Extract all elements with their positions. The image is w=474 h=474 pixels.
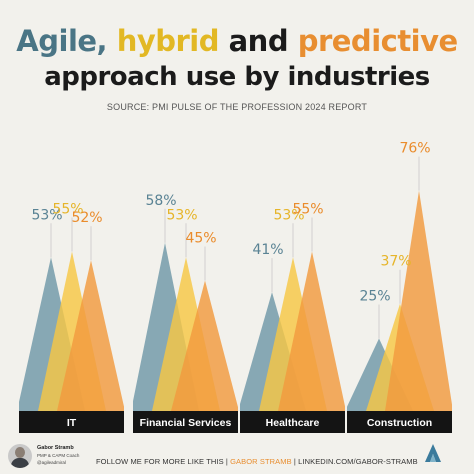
title-hybrid: hybrid [116, 24, 220, 58]
data-label: 53% [166, 207, 197, 223]
category-label: Financial Services [140, 417, 232, 429]
follow-line: FOLLOW ME FOR MORE LIKE THIS | GABOR STR… [96, 457, 418, 466]
category-band [133, 411, 238, 433]
data-label: 53% [273, 207, 304, 223]
group-shapes [240, 217, 345, 411]
data-label: 53% [31, 207, 62, 223]
author-role: PMP & CAPM Coach [37, 453, 80, 458]
data-label: 25% [359, 289, 390, 305]
category-band [19, 411, 124, 433]
category-band [347, 411, 452, 433]
title-predictive: predictive [297, 24, 459, 58]
page-title: Agile, hybrid and predictive [0, 24, 474, 58]
data-label: 58% [145, 193, 176, 209]
follow-text: FOLLOW ME FOR MORE LIKE THIS | [96, 457, 231, 466]
author-name: Gabor Stramb [37, 445, 74, 451]
category-group: 53%55%52% IT [19, 202, 124, 433]
footer: Gabor Stramb PMP & CAPM Coach @agileadmi… [0, 438, 474, 474]
category-group: 41% 53%55% Healthcare [240, 202, 345, 433]
category-label: Healthcare [266, 417, 320, 429]
category-group: 58%53% 45% Financial Services [133, 193, 238, 433]
group-shapes [19, 217, 124, 411]
data-label: 55% [292, 202, 323, 218]
page-title-line2: approach use by industries [44, 62, 430, 92]
category-label: Construction [367, 417, 432, 429]
data-label: 41% [252, 242, 283, 258]
triangle-mark-predictive [171, 280, 238, 411]
data-label: 76% [399, 141, 430, 157]
group-shapes [133, 208, 238, 411]
author-block: Gabor Stramb PMP & CAPM Coach @agileadmi… [37, 445, 79, 466]
triangle-mark-predictive [57, 260, 124, 411]
data-label: 52% [71, 210, 102, 226]
data-label: 45% [185, 231, 216, 247]
follow-link[interactable]: | LINKEDIN.COM/GABOR-STRAMB [291, 457, 418, 466]
title-and: and [228, 24, 289, 58]
follow-name: GABOR STRAMB [230, 457, 292, 466]
data-label: 55% [52, 202, 83, 218]
category-band [240, 411, 345, 433]
triangle-mark-predictive [385, 190, 452, 411]
group-shapes [347, 156, 452, 411]
avatar [8, 444, 32, 468]
triangle-mark-predictive [278, 251, 345, 411]
category-label: IT [67, 417, 77, 429]
author-handle: @agileadmiral [37, 460, 66, 465]
data-label: 37% [380, 254, 411, 270]
source-note: SOURCE: PMI PULSE OF THE PROFESSION 2024… [106, 102, 368, 112]
category-group: 25% 37% 76% Construction [347, 141, 452, 433]
mountain-a-logo-icon [425, 444, 441, 462]
title-agile: Agile, [16, 24, 108, 58]
